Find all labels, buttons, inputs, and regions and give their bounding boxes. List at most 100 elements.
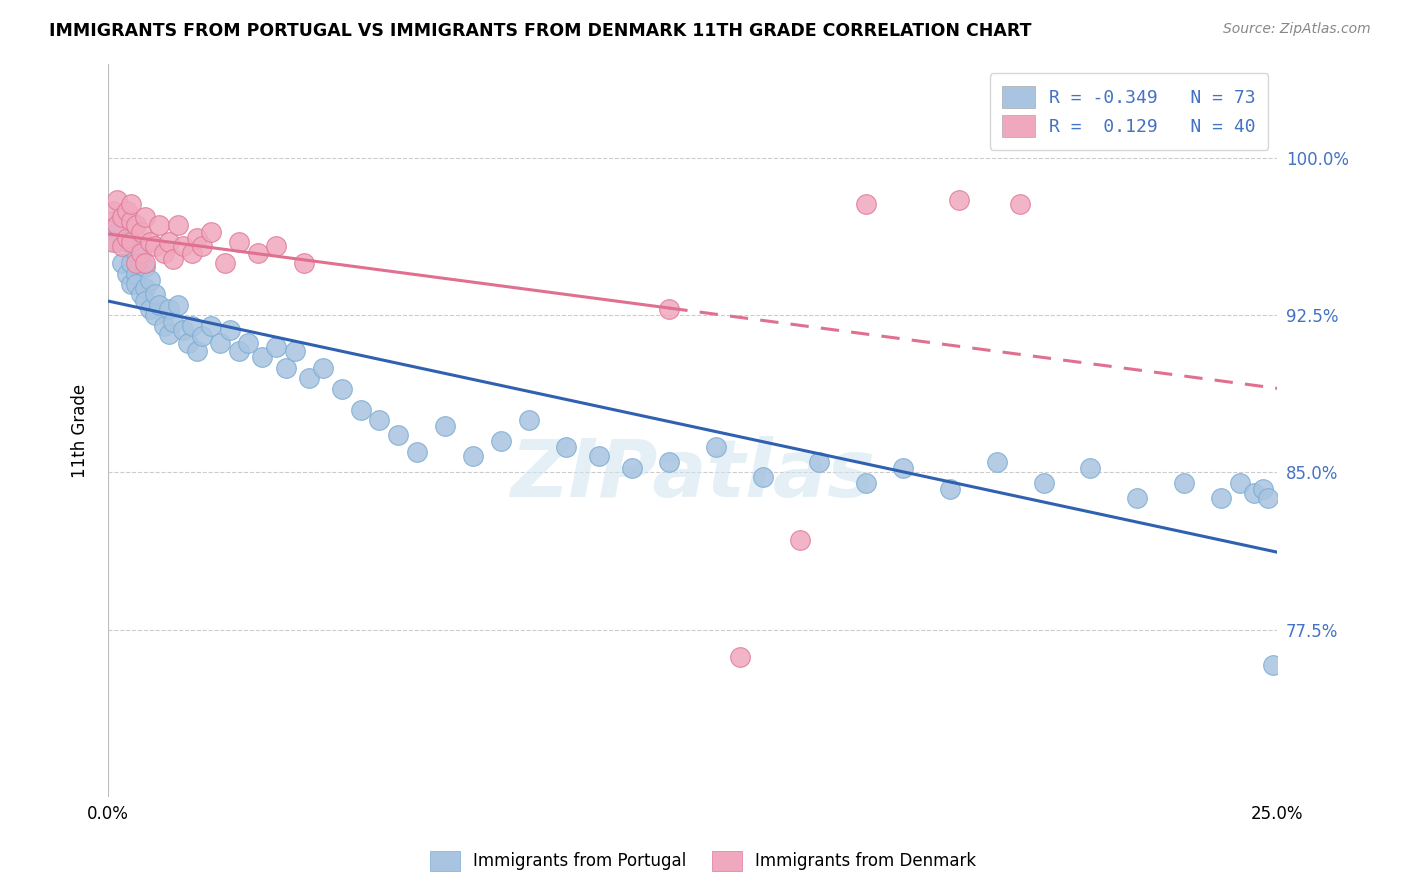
Point xyxy=(172,239,194,253)
Point xyxy=(134,281,156,295)
Text: Source: ZipAtlas.com: Source: ZipAtlas.com xyxy=(1223,22,1371,37)
Point xyxy=(157,302,180,317)
Point xyxy=(134,210,156,224)
Point xyxy=(986,455,1008,469)
Point xyxy=(658,455,681,469)
Point xyxy=(129,245,152,260)
Point xyxy=(101,235,124,249)
Point xyxy=(728,649,751,664)
Point xyxy=(284,344,307,359)
Point xyxy=(190,239,212,253)
Point xyxy=(298,371,321,385)
Point xyxy=(105,193,128,207)
Point xyxy=(330,382,353,396)
Point xyxy=(294,256,316,270)
Point xyxy=(139,302,162,317)
Point xyxy=(1243,486,1265,500)
Point xyxy=(105,219,128,233)
Point xyxy=(157,235,180,249)
Point xyxy=(274,360,297,375)
Point xyxy=(1211,491,1233,505)
Point xyxy=(252,351,274,365)
Point xyxy=(461,449,484,463)
Point xyxy=(120,214,142,228)
Point xyxy=(167,219,190,233)
Point xyxy=(312,360,335,375)
Point xyxy=(658,302,681,317)
Point xyxy=(752,469,775,483)
Point xyxy=(134,256,156,270)
Point xyxy=(101,203,124,218)
Legend: Immigrants from Portugal, Immigrants from Denmark: Immigrants from Portugal, Immigrants fro… xyxy=(422,842,984,880)
Point xyxy=(405,444,427,458)
Point xyxy=(266,340,288,354)
Point xyxy=(148,298,170,312)
Point xyxy=(555,441,578,455)
Point xyxy=(172,323,194,337)
Point xyxy=(1032,475,1054,490)
Point xyxy=(153,318,176,333)
Point xyxy=(125,219,148,233)
Point xyxy=(190,329,212,343)
Point xyxy=(266,239,288,253)
Point xyxy=(101,214,124,228)
Point xyxy=(115,203,138,218)
Point xyxy=(120,235,142,249)
Point xyxy=(1261,658,1284,673)
Point xyxy=(143,239,166,253)
Point xyxy=(111,210,134,224)
Point xyxy=(246,245,269,260)
Point xyxy=(209,335,232,350)
Point xyxy=(588,449,610,463)
Point xyxy=(1080,461,1102,475)
Point xyxy=(143,309,166,323)
Point xyxy=(139,235,162,249)
Point xyxy=(105,225,128,239)
Point xyxy=(517,413,540,427)
Point xyxy=(139,273,162,287)
Point xyxy=(349,402,371,417)
Text: IMMIGRANTS FROM PORTUGAL VS IMMIGRANTS FROM DENMARK 11TH GRADE CORRELATION CHART: IMMIGRANTS FROM PORTUGAL VS IMMIGRANTS F… xyxy=(49,22,1032,40)
Y-axis label: 11th Grade: 11th Grade xyxy=(72,384,89,477)
Point xyxy=(186,344,208,359)
Point xyxy=(143,287,166,301)
Point xyxy=(1229,475,1251,490)
Point xyxy=(855,475,877,490)
Point xyxy=(105,235,128,249)
Point xyxy=(620,461,643,475)
Point xyxy=(181,318,204,333)
Point xyxy=(115,231,138,245)
Point xyxy=(115,267,138,281)
Point xyxy=(214,256,236,270)
Point xyxy=(1253,482,1275,496)
Point xyxy=(186,231,208,245)
Point xyxy=(368,413,391,427)
Point xyxy=(433,419,456,434)
Point xyxy=(153,245,176,260)
Point xyxy=(387,427,409,442)
Point xyxy=(111,256,134,270)
Point xyxy=(120,197,142,211)
Point xyxy=(1257,491,1279,505)
Point xyxy=(120,256,142,270)
Point xyxy=(948,193,970,207)
Point xyxy=(111,239,134,253)
Point xyxy=(162,315,184,329)
Point xyxy=(162,252,184,266)
Point xyxy=(1010,197,1032,211)
Point xyxy=(134,293,156,308)
Point xyxy=(200,318,222,333)
Point xyxy=(1173,475,1195,490)
Point xyxy=(789,533,811,547)
Point xyxy=(891,461,914,475)
Point xyxy=(125,256,148,270)
Point xyxy=(228,344,250,359)
Legend: R = -0.349   N = 73, R =  0.129   N = 40: R = -0.349 N = 73, R = 0.129 N = 40 xyxy=(990,73,1268,150)
Point xyxy=(125,245,148,260)
Point xyxy=(129,287,152,301)
Point xyxy=(125,277,148,291)
Point xyxy=(120,277,142,291)
Point xyxy=(129,225,152,239)
Point xyxy=(228,235,250,249)
Point xyxy=(200,225,222,239)
